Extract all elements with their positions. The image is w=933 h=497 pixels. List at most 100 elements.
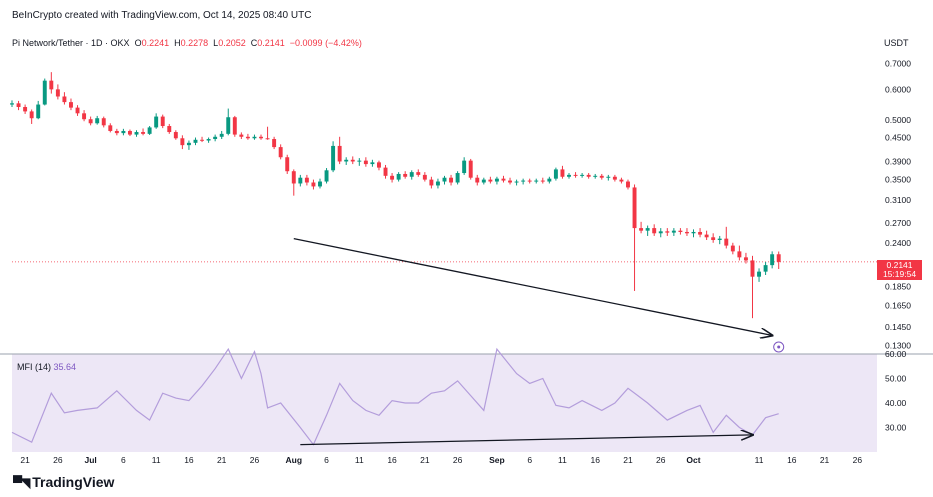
mfi-axis-tick: 40.00 — [885, 398, 907, 408]
time-axis-tick: Aug — [286, 455, 303, 465]
candle-body — [75, 107, 80, 114]
time-axis-tick: 6 — [324, 455, 329, 465]
candle-body — [363, 160, 368, 165]
candle-body — [737, 251, 742, 258]
time-axis-tick: Jul — [84, 455, 96, 465]
candle-body — [42, 80, 47, 105]
candle-body — [377, 162, 381, 168]
price-axis-tick: 0.3100 — [885, 195, 911, 205]
candle-body — [304, 177, 309, 183]
candle-body — [16, 103, 21, 108]
candle-body — [540, 180, 545, 182]
price-trendline — [293, 238, 772, 336]
price-axis-tick: 0.1850 — [885, 281, 911, 291]
price-axis-tick: 0.3500 — [885, 175, 911, 185]
candle-body — [311, 182, 316, 187]
candle-body — [55, 89, 60, 97]
price-axis-tick: 0.6000 — [885, 84, 911, 94]
mfi-value: 35.64 — [53, 362, 77, 372]
time-axis-tick: 11 — [355, 455, 364, 465]
time-axis-tick: 16 — [184, 455, 194, 465]
candle-body — [455, 173, 460, 183]
candle-body — [639, 228, 644, 231]
mfi-axis-tick: 60.00 — [885, 349, 907, 359]
open-value: 0.2241 — [141, 38, 170, 48]
candle-body — [219, 133, 224, 137]
candle-body — [141, 132, 146, 134]
candle-body — [272, 139, 277, 148]
price-axis-tick: 0.5000 — [885, 115, 911, 125]
mfi-axis-tick: 50.00 — [885, 374, 907, 384]
price-axis-tick: 0.3900 — [885, 156, 911, 166]
candle-body — [508, 180, 512, 183]
time-axis-tick: 6 — [527, 455, 532, 465]
time-axis-tick: 6 — [121, 455, 126, 465]
high-value: 0.2278 — [180, 38, 209, 48]
candle-body — [226, 117, 231, 134]
candle-body — [409, 172, 414, 177]
price-axis-tick: 0.2700 — [885, 218, 911, 228]
candle-body — [573, 174, 578, 176]
candle-body — [324, 170, 329, 182]
candle-body — [586, 174, 591, 177]
last-price-value: 0.2141 — [886, 260, 913, 270]
candle-body — [743, 257, 748, 261]
open-label: O — [134, 38, 142, 48]
candle-body — [127, 130, 132, 135]
time-axis-tick: 16 — [787, 455, 797, 465]
candle-body — [632, 187, 637, 229]
candle-body — [154, 116, 159, 128]
mfi-line — [11, 347, 779, 446]
price-axis-tick: 0.1300 — [885, 340, 911, 350]
chart-credit: BeInCrypto created with TradingView.com,… — [12, 10, 312, 21]
candle-body — [671, 230, 676, 233]
candle-body — [514, 181, 519, 183]
candle-body — [521, 180, 526, 182]
candle-body — [750, 260, 755, 277]
time-axis-tick: 21 — [420, 455, 430, 465]
candle-body — [180, 138, 185, 146]
time-axis-tick: 11 — [755, 455, 764, 465]
candle-body — [82, 113, 87, 120]
candle-body — [494, 178, 499, 182]
candle-body — [442, 177, 447, 182]
candle-body — [193, 139, 198, 143]
bar-countdown: 15:19:54 — [882, 269, 917, 279]
candle-body — [763, 265, 768, 272]
candle-body — [475, 177, 480, 183]
candle-body — [527, 180, 532, 182]
candle-body — [403, 173, 408, 177]
candle-body — [298, 177, 303, 184]
candle-body — [678, 230, 683, 232]
price-axis-tick: 0.2400 — [885, 238, 911, 248]
change-value: −0.0099 (−4.42%) — [289, 38, 362, 48]
candle-body — [62, 96, 67, 103]
candle-body — [658, 231, 663, 234]
symbol-label: Pi Network/Tether · 1D · OKX — [12, 38, 130, 48]
candle-body — [770, 254, 775, 266]
time-axis-tick: 26 — [453, 455, 463, 465]
time-axis-tick: 21 — [20, 455, 30, 465]
candle-body — [422, 174, 427, 180]
candle-body — [612, 176, 617, 180]
tradingview-logo[interactable]: ▀◥ TradingView — [13, 474, 114, 491]
candle-body — [652, 228, 657, 234]
candle-body — [232, 117, 237, 135]
time-axis-tick: 11 — [152, 455, 161, 465]
candle-body — [167, 126, 172, 133]
candle-body — [265, 138, 270, 140]
candle-body — [383, 167, 388, 176]
candle-body — [435, 181, 440, 186]
time-axis-tick: 16 — [387, 455, 397, 465]
candle-body — [501, 178, 506, 181]
time-axis-tick: 21 — [820, 455, 830, 465]
mfi-divergence-line — [300, 435, 752, 446]
candle-body — [580, 174, 585, 176]
candle-body — [462, 160, 467, 174]
candle-body — [331, 145, 336, 171]
candle-body — [285, 157, 290, 172]
candle-body — [547, 178, 552, 182]
candle-body — [599, 175, 604, 178]
brand-name: TradingView — [32, 474, 115, 490]
